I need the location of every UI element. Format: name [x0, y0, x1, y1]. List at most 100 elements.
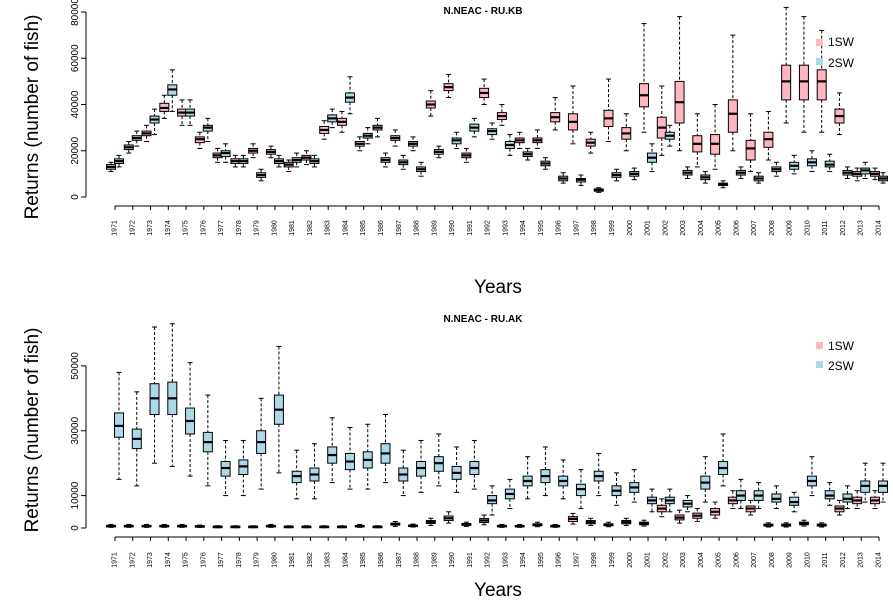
x-tick-label: 1979 — [254, 552, 261, 568]
box-1sw — [585, 517, 596, 526]
box-2sw — [238, 154, 249, 168]
y-tick-label: 40000 — [70, 90, 81, 118]
box-2sw — [806, 150, 817, 173]
box-2sw — [824, 482, 835, 506]
box-2sw — [753, 172, 764, 184]
x-tick-label: 1975 — [183, 220, 190, 236]
x-tick-label: 1986 — [378, 552, 385, 568]
box-2sw — [753, 482, 764, 510]
box-1sw — [159, 523, 170, 528]
box-1sw — [336, 525, 347, 529]
plot-area: 0 10000 30000 50000 1971 1972 1973 1974 1975 1976… — [70, 323, 888, 568]
x-tick-label: 1998 — [591, 552, 598, 568]
box-2sw — [647, 488, 658, 513]
box-2sw — [256, 397, 267, 490]
box-2sw — [451, 131, 462, 149]
box-1sw — [390, 521, 401, 527]
box-1sw — [834, 92, 845, 136]
x-tick-label: 1978 — [236, 220, 243, 236]
x-tick-label: 1973 — [147, 220, 154, 236]
x-tick-label: 1977 — [218, 220, 225, 236]
x-tick-label: 2008 — [769, 552, 776, 568]
legend-label-2sw: 2SW — [828, 56, 855, 70]
y-tick-label: 80000 — [70, 0, 81, 26]
box-2sw — [540, 157, 551, 170]
box-2sw — [362, 423, 373, 490]
box-1sw — [639, 23, 650, 133]
box-1sw — [834, 499, 845, 516]
legend-swatch-2sw — [816, 58, 823, 65]
box-iqr — [781, 64, 792, 101]
x-tick-label: 1987 — [396, 552, 403, 568]
box-1sw — [674, 509, 685, 524]
x-axis-label: Years — [474, 277, 522, 298]
box-2sw — [575, 174, 586, 186]
box-1sw — [692, 113, 703, 168]
x-tick-label: 1986 — [378, 220, 385, 236]
box-2sw — [362, 127, 373, 145]
x-tick-label: 1980 — [271, 552, 278, 568]
x-tick-label: 1983 — [325, 552, 332, 568]
box-2sw — [664, 124, 675, 147]
box-2sw — [842, 166, 853, 179]
x-tick-label: 1988 — [414, 552, 421, 568]
x-tick-label: 1971 — [112, 220, 119, 236]
y-tick-label: 60000 — [70, 44, 81, 72]
box-1sw — [443, 73, 454, 99]
x-tick-label: 2013 — [858, 220, 865, 236]
y-tick-label: 0 — [70, 525, 81, 531]
x-tick-label: 2001 — [645, 552, 652, 568]
box-1sw — [354, 523, 365, 528]
box-2sw — [327, 417, 338, 484]
x-tick-label: 1998 — [591, 220, 598, 236]
x-tick-label: 1997 — [573, 552, 580, 568]
box-2sw — [256, 168, 267, 182]
box-1sw — [496, 523, 507, 528]
box-2sw — [558, 172, 569, 184]
box-1sw — [106, 523, 116, 528]
box-1sw — [816, 522, 827, 528]
box-1sw — [656, 85, 667, 156]
box-2sw — [398, 449, 409, 497]
box-1sw — [123, 523, 134, 528]
box-2sw — [682, 495, 693, 513]
box-1sw — [408, 523, 419, 528]
box-2sw — [700, 456, 711, 503]
y-tick-label: 30000 — [70, 416, 81, 444]
box-2sw — [398, 154, 409, 170]
x-tick-label: 2007 — [751, 220, 758, 236]
box-2sw — [718, 180, 729, 189]
box-1sw — [639, 519, 650, 527]
box-iqr — [816, 69, 827, 101]
x-tick-label: 1990 — [449, 552, 456, 568]
box-1sw — [461, 147, 472, 163]
box-1sw — [443, 511, 454, 524]
x-tick-label: 1987 — [396, 220, 403, 236]
box-2sw — [771, 485, 782, 510]
box-1sw — [283, 159, 294, 173]
box-2sw — [202, 394, 213, 487]
box-2sw — [806, 456, 817, 497]
x-tick-label: 1976 — [200, 552, 207, 568]
plot-area: 0 20000 40000 60000 80000 1971 1972 1973 1974 197… — [70, 0, 888, 236]
box-2sw — [824, 153, 835, 173]
box-2sw — [504, 134, 515, 156]
x-axis-label: Years — [474, 580, 522, 601]
box-1sw — [106, 161, 116, 173]
box-1sw — [461, 521, 472, 527]
box-1sw — [798, 519, 809, 527]
box-2sw — [344, 427, 355, 490]
y-axis-label: Returns (number of fish) — [22, 328, 43, 533]
box-2sw — [238, 439, 249, 497]
x-tick-label: 1988 — [414, 220, 421, 236]
x-tick-label: 1999 — [609, 220, 616, 236]
box-2sw — [647, 143, 658, 173]
x-tick-label: 1979 — [254, 220, 261, 236]
box-2sw — [611, 168, 622, 182]
box-1sw — [798, 16, 809, 133]
box-1sw — [656, 498, 667, 518]
box-2sw — [114, 154, 124, 168]
box-1sw — [265, 145, 276, 159]
x-tick-label: 2004 — [698, 220, 705, 236]
